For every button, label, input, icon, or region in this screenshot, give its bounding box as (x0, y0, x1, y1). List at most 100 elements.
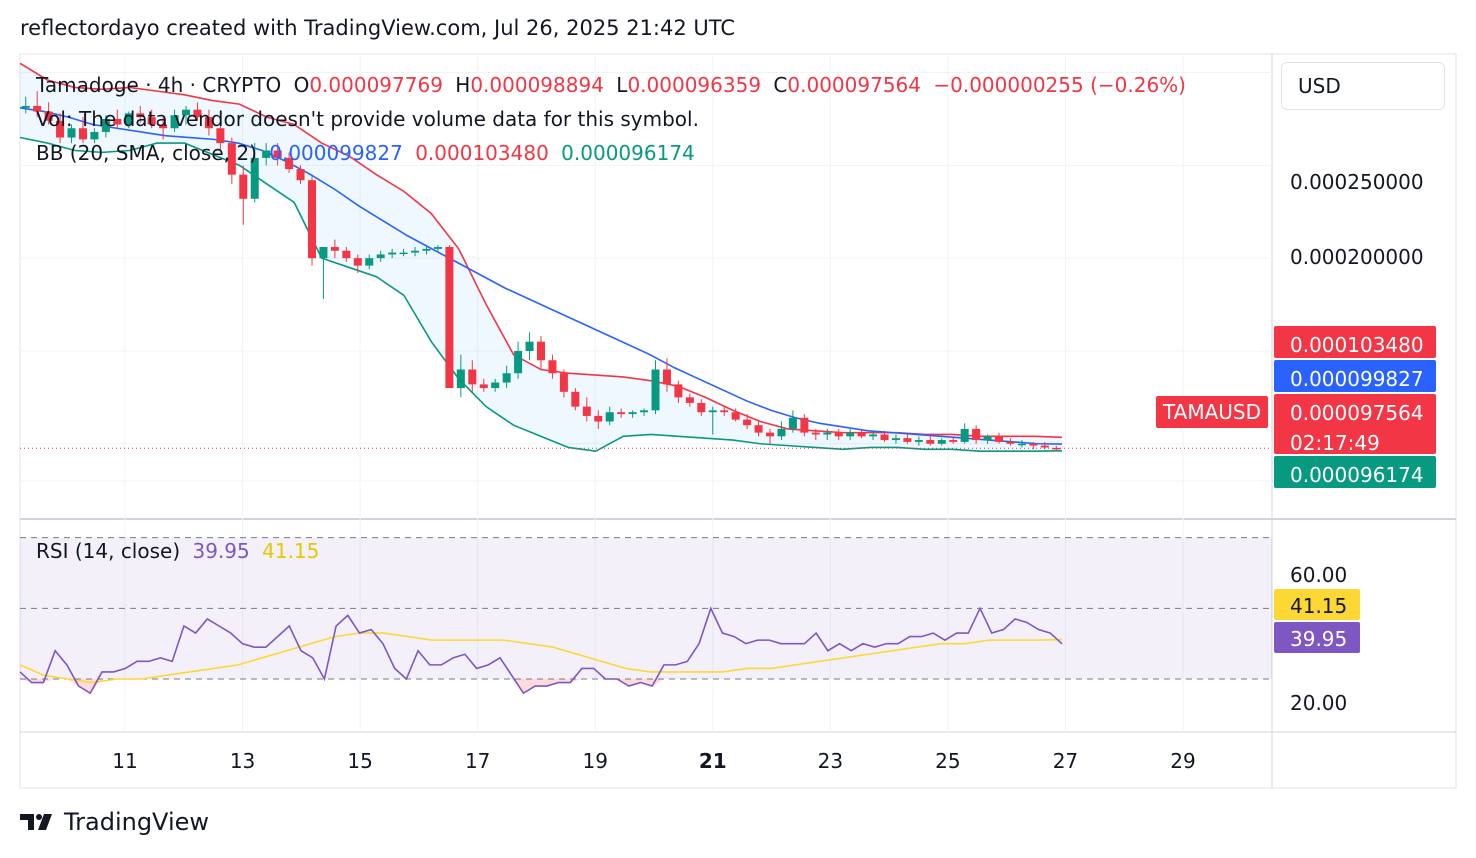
candle-body (445, 247, 454, 389)
attribution-text: reflectordayo created with TradingView.c… (20, 16, 736, 40)
candle-body (124, 113, 133, 125)
time-tick-label: 17 (465, 749, 490, 773)
candle-body (525, 341, 534, 351)
time-tick-label: 25 (935, 749, 960, 773)
candle-body (697, 402, 706, 413)
rsi-band-fill (20, 537, 1272, 679)
candle-body (204, 117, 213, 129)
candle-body (491, 382, 500, 389)
last-price-tag: 0.000097564 02:17:49 (1274, 394, 1436, 455)
candle-body (628, 412, 637, 415)
bb-basis-tag: 0.000099827 (1274, 360, 1436, 392)
candle-body (342, 250, 351, 259)
candle-body (78, 128, 87, 140)
symbol-legend: Tamadoge · 4h · CRYPTO O0.000097769 H0.0… (36, 73, 1192, 97)
candle-body (880, 434, 889, 441)
symbol-tag-text: TAMAUSD (1162, 400, 1261, 424)
candle-body (170, 115, 179, 129)
candle-body (44, 111, 53, 121)
candle-body (113, 118, 122, 125)
candle-body (743, 419, 752, 426)
bb-upper-tag-text: 0.000103480 (1290, 333, 1424, 357)
candle-body (1017, 443, 1026, 446)
candle-body (388, 252, 397, 255)
candle-body (720, 410, 729, 413)
candle-body (479, 384, 488, 389)
volume-legend[interactable]: Vol: The data vendor doesn't provide vol… (36, 107, 705, 131)
candle-body (56, 120, 65, 138)
candle-body (926, 440, 935, 444)
bb-fill (20, 63, 1062, 452)
candle-body (777, 428, 786, 437)
candle-body (983, 436, 992, 441)
candle-body (353, 258, 362, 266)
candle-body (937, 440, 946, 444)
high-value: 0.000098894 (470, 73, 604, 97)
candle-body (136, 113, 145, 118)
last-price-tag-text: 02:17:49 (1290, 431, 1380, 455)
volume-note: Vol: The data vendor doesn't provide vol… (36, 107, 699, 131)
candle-body (960, 428, 969, 442)
high-label: H (455, 73, 471, 97)
tradingview-logo-icon (20, 814, 52, 830)
bb-basis-tag-text: 0.000099827 (1290, 367, 1424, 391)
bb-legend[interactable]: BB (20, SMA, close, 2) 0.000099827 0.000… (36, 141, 701, 165)
candle-body (307, 180, 316, 259)
candle-body (262, 150, 271, 158)
candle-body (995, 436, 1004, 442)
candle-body (330, 247, 339, 251)
candle-body (972, 428, 981, 441)
candle-body (514, 350, 523, 374)
rsi-tick-label: 60.00 (1290, 563, 1347, 587)
time-tick-label: 27 (1053, 749, 1078, 773)
candle-body (1040, 445, 1049, 448)
close-value: 0.000097564 (787, 73, 921, 97)
bb-lower-tag: 0.000096174 (1274, 456, 1436, 488)
bb-lower-line (19, 136, 1063, 453)
time-tick-label: 21 (699, 749, 727, 773)
rsi-ma-line (19, 632, 1063, 684)
candle-body (365, 258, 374, 266)
candle-body (90, 131, 99, 140)
bb-upper-tag-bg (1274, 326, 1436, 358)
bb-basis-line (19, 107, 1063, 445)
last-price-tag-bg (1274, 394, 1436, 454)
candle-body (846, 432, 855, 437)
rsi-line (19, 606, 1063, 695)
rsi-tag-bg (1274, 622, 1360, 653)
candle-body (1006, 441, 1015, 444)
candle-body (536, 341, 546, 361)
candle-body (21, 105, 30, 108)
rsi-ma-tag: 41.15 (1274, 589, 1360, 620)
change-value: −0.000000255 (−0.26%) (933, 73, 1186, 97)
candle-body (582, 406, 591, 416)
currency-button[interactable]: USD (1281, 62, 1445, 110)
low-value: 0.000096359 (627, 73, 762, 97)
candle-body (559, 373, 568, 392)
symbol-title[interactable]: Tamadoge · 4h · CRYPTO (36, 73, 282, 97)
candle-body (159, 124, 168, 129)
candle-body (731, 412, 740, 420)
candle-body (468, 369, 477, 385)
candle-body (182, 109, 191, 116)
bb-upper-value: 0.000103480 (415, 141, 549, 165)
candle-body (800, 417, 809, 433)
grid-lines (20, 54, 1272, 732)
time-tick-label: 13 (230, 749, 255, 773)
symbol-tag: TAMAUSD (1156, 396, 1268, 428)
brand-name: TradingView (64, 808, 210, 836)
time-tick-label: 11 (112, 749, 137, 773)
candle-body (411, 250, 420, 253)
bb-lower-tag-text: 0.000096174 (1290, 463, 1424, 487)
price-tick-label: 0.000250000 (1290, 170, 1424, 194)
candle-body (674, 384, 683, 398)
rsi-tag-text: 39.95 (1290, 627, 1347, 651)
symbol-tag-bg (1156, 396, 1268, 428)
candle-body (891, 438, 900, 441)
rsi-legend[interactable]: RSI (14, close) 39.95 41.15 (36, 539, 325, 563)
tradingview-logo[interactable]: TradingView (20, 808, 209, 836)
candle-body (250, 157, 259, 199)
candle-body (640, 410, 649, 413)
candle-body (101, 118, 110, 132)
